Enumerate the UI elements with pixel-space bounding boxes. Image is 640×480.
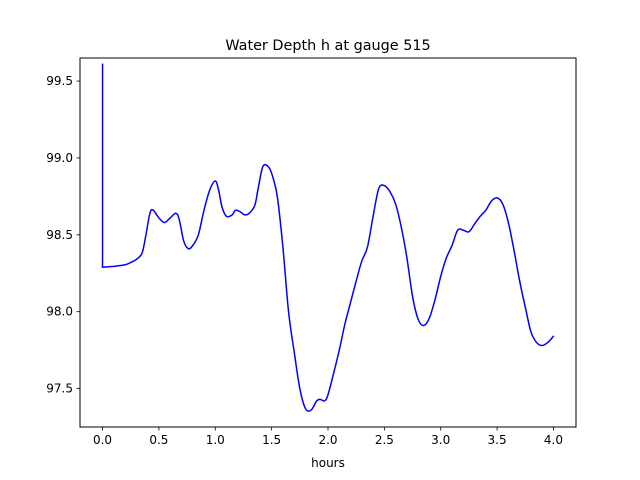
water-depth-line [101, 63, 555, 412]
x-tick-label: 1.0 [206, 433, 225, 447]
x-tick-label: 0.5 [149, 433, 168, 447]
y-tick-label: 99.0 [46, 151, 73, 165]
y-axis-ticks: 97.5 98.0 98.5 99.0 99.5 [46, 74, 80, 396]
x-tick-label: 3.0 [431, 433, 450, 447]
x-tick-label: 3.5 [488, 433, 507, 447]
x-tick-label: 4.0 [544, 433, 563, 447]
y-tick-label: 97.5 [46, 382, 73, 396]
x-axis-ticks: 0.0 0.5 1.0 1.5 2.0 2.5 3.0 3.5 4.0 [93, 427, 563, 447]
y-tick-label: 98.5 [46, 228, 73, 242]
y-tick-label: 99.5 [46, 74, 73, 88]
y-tick-label: 98.0 [46, 305, 73, 319]
x-tick-label: 2.5 [375, 433, 394, 447]
x-tick-label: 0.0 [93, 433, 112, 447]
x-tick-label: 1.5 [262, 433, 281, 447]
x-axis-label: hours [311, 456, 345, 470]
plot-area-background [80, 58, 576, 427]
x-tick-label: 2.0 [318, 433, 337, 447]
chart-title: Water Depth h at gauge 515 [225, 38, 430, 54]
plot-frame [79, 57, 577, 428]
